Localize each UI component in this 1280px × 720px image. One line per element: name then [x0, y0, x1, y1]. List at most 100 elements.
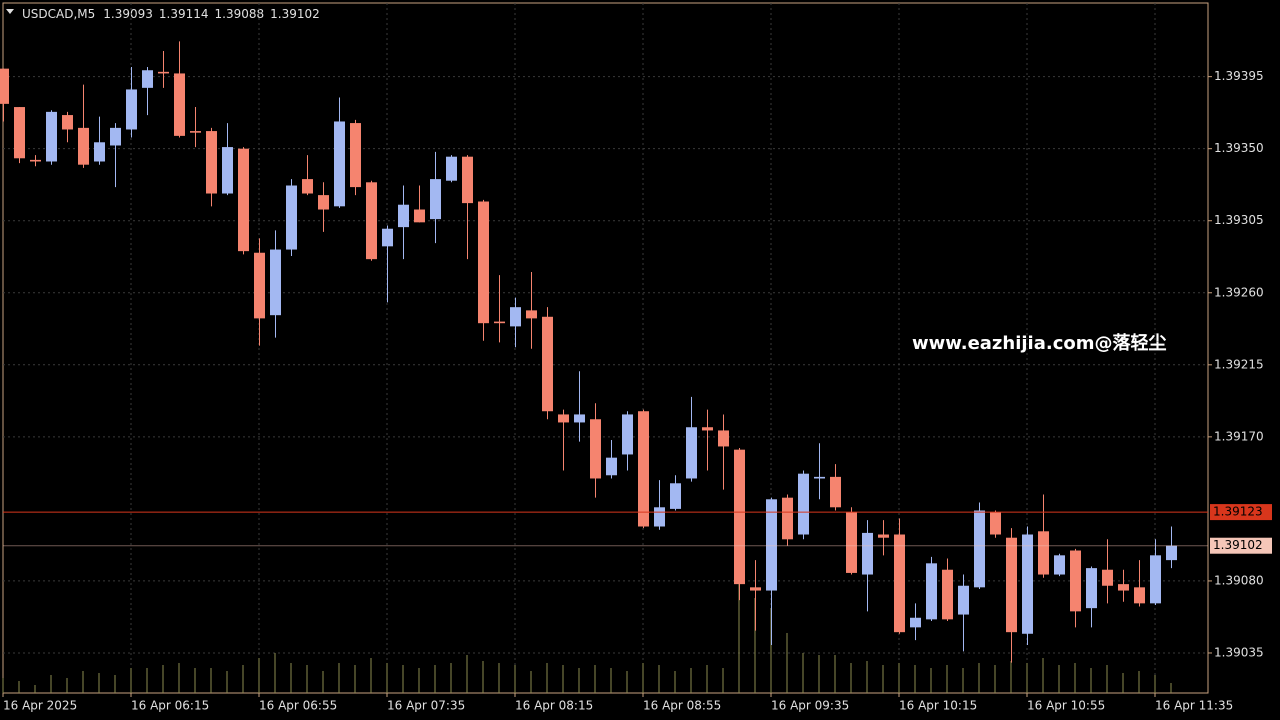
candle-body	[254, 252, 265, 319]
candle-body	[606, 457, 617, 476]
candle-body	[574, 414, 585, 423]
x-tick-label: 16 Apr 06:55	[259, 699, 337, 713]
candle-body	[334, 121, 345, 207]
candle-body	[1070, 550, 1081, 612]
candle-body	[14, 107, 25, 159]
candle-body	[926, 563, 937, 620]
candle-body	[430, 179, 441, 220]
candle-body	[910, 617, 921, 628]
x-tick-label: 16 Apr 10:15	[899, 699, 977, 713]
candle-body	[814, 476, 825, 479]
y-tick-label: 1.39170	[1214, 429, 1264, 443]
candle-body	[718, 430, 729, 447]
candle-body	[0, 68, 9, 104]
candle-body	[862, 532, 873, 575]
candle-body	[798, 473, 809, 535]
candle-body	[622, 414, 633, 455]
x-tick-label: 16 Apr 08:55	[643, 699, 721, 713]
candle-body	[1118, 584, 1129, 591]
x-tick-label: 16 Apr 09:35	[771, 699, 849, 713]
candle-body	[846, 512, 857, 573]
ohlc-high: 1.39114	[159, 7, 209, 21]
candle-body	[142, 70, 153, 88]
candle-body	[894, 534, 905, 633]
candle-body	[190, 131, 201, 133]
candle-body	[734, 449, 745, 585]
chart-title: USDCAD,M5 1.39093 1.39114 1.39088 1.39102	[22, 7, 320, 21]
x-tick-label: 16 Apr 07:35	[387, 699, 465, 713]
candle-body	[382, 228, 393, 247]
candle-body	[318, 195, 329, 210]
candle-body	[750, 587, 761, 591]
candle-body	[270, 249, 281, 316]
candle-body	[590, 419, 601, 479]
candle-body	[78, 127, 89, 165]
candle-body	[350, 123, 361, 188]
candle-body	[398, 204, 409, 228]
candle-body	[1150, 555, 1161, 604]
y-tick-label: 1.39260	[1214, 285, 1264, 299]
y-tick-label: 1.39035	[1214, 645, 1264, 659]
candle-body	[638, 411, 649, 527]
watermark: www.eazhijia.com@落轻尘	[912, 332, 1167, 354]
candle-body	[366, 182, 377, 260]
x-tick-label: 16 Apr 08:15	[515, 699, 593, 713]
candle-body	[1022, 534, 1033, 634]
candle-body	[1006, 537, 1017, 633]
ohlc-close: 1.39102	[270, 7, 320, 21]
ask-line-box	[1210, 504, 1272, 521]
x-tick-label: 16 Apr 2025	[3, 699, 77, 713]
candle-body	[174, 73, 185, 136]
candle-body	[686, 427, 697, 479]
plot-frame	[2, 2, 1209, 694]
x-tick-label: 16 Apr 06:15	[131, 699, 209, 713]
menu-icon[interactable]	[6, 9, 14, 14]
candle-body	[494, 321, 505, 324]
candle-body	[158, 71, 169, 74]
candle-body	[446, 156, 457, 181]
candle-body	[1086, 568, 1097, 609]
candle-body	[462, 156, 473, 204]
ohlc-low: 1.39088	[215, 7, 265, 21]
bid-line-box	[1210, 537, 1272, 554]
candle-body	[558, 414, 569, 423]
candle-body	[126, 89, 137, 130]
candle-body	[670, 483, 681, 509]
candle-body	[478, 201, 489, 324]
x-tick-label: 16 Apr 11:35	[1155, 699, 1233, 713]
candle-body	[942, 569, 953, 620]
candle-body	[46, 111, 57, 162]
candle-body	[414, 209, 425, 223]
candle-body	[94, 142, 105, 162]
candle-body	[974, 510, 985, 588]
y-tick-label: 1.39080	[1214, 573, 1264, 587]
ask-line-label: 1.39123	[1213, 505, 1263, 519]
candle-body	[782, 497, 793, 540]
candle-body	[30, 159, 41, 162]
candle-body	[654, 507, 665, 527]
candle-body	[286, 185, 297, 250]
candle-body	[878, 534, 889, 538]
candle-body	[1038, 531, 1049, 575]
candle-body	[990, 512, 1001, 535]
candle-body	[302, 179, 313, 194]
symbol: USDCAD,M5	[22, 7, 95, 21]
candle-body	[206, 131, 217, 194]
candle-body	[1166, 545, 1177, 561]
candle-body	[1134, 587, 1145, 604]
y-tick-label: 1.39395	[1214, 69, 1264, 83]
candle-body	[510, 307, 521, 327]
candle-body	[702, 427, 713, 431]
bid-line-label: 1.39102	[1213, 538, 1263, 552]
candle-body	[958, 585, 969, 615]
y-tick-label: 1.39350	[1214, 141, 1264, 155]
x-tick-label: 16 Apr 10:55	[1027, 699, 1105, 713]
candle-body	[1102, 569, 1113, 586]
candle-body	[542, 316, 553, 412]
candle-body	[766, 499, 777, 591]
candle-body	[62, 115, 73, 130]
ohlc-open: 1.39093	[103, 7, 153, 21]
